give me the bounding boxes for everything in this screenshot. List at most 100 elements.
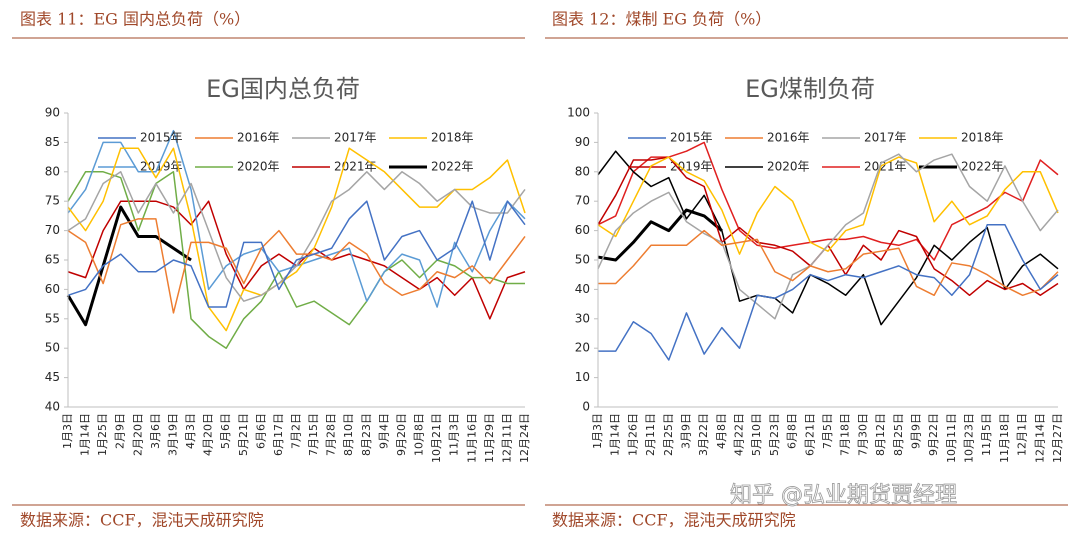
legend-label: 2017年 bbox=[864, 131, 907, 145]
x-tick-label: 11月18日 bbox=[998, 413, 1011, 463]
y-tick-label: 60 bbox=[575, 223, 590, 237]
x-tick-label: 2月9日 bbox=[114, 413, 127, 449]
y-tick-label: 40 bbox=[575, 282, 590, 296]
chart-title: EG国内总负荷 bbox=[206, 75, 360, 103]
y-tick-label: 90 bbox=[45, 106, 60, 120]
x-tick-label: 11月3日 bbox=[448, 413, 461, 456]
x-tick-label: 3月22日 bbox=[697, 413, 710, 456]
y-tick-label: 100 bbox=[567, 106, 590, 120]
x-tick-label: 11月5日 bbox=[980, 413, 993, 456]
series-line bbox=[598, 223, 1059, 361]
x-tick-label: 7月5日 bbox=[821, 413, 834, 449]
x-tick-label: 9月4日 bbox=[377, 413, 390, 449]
chart-title: EG煤制负荷 bbox=[745, 75, 875, 103]
series-line bbox=[598, 229, 1059, 297]
x-tick-label: 2月20日 bbox=[131, 413, 144, 456]
series-line bbox=[67, 218, 526, 314]
x-tick-label: 9月22日 bbox=[927, 413, 940, 456]
legend-label: 2020年 bbox=[767, 160, 810, 174]
x-tick-label: 12月24日 bbox=[518, 413, 531, 463]
x-tick-label: 1月3日 bbox=[591, 413, 604, 449]
y-tick-label: 60 bbox=[45, 282, 60, 296]
x-tick-label: 7月30日 bbox=[856, 413, 869, 456]
x-tick-label: 7月2日 bbox=[290, 413, 303, 449]
legend-label: 2018年 bbox=[431, 131, 474, 145]
x-tick-label: 7月15日 bbox=[307, 413, 320, 456]
y-tick-label: 70 bbox=[45, 223, 60, 237]
y-tick-label: 10 bbox=[575, 370, 590, 384]
source: 数据来源：CCF，混沌天成研究院 bbox=[552, 511, 796, 530]
x-tick-label: 12月14日 bbox=[1033, 413, 1046, 463]
y-tick-label: 50 bbox=[575, 253, 590, 267]
y-tick-label: 75 bbox=[45, 194, 60, 208]
x-tick-label: 10月11日 bbox=[945, 413, 958, 463]
series-line bbox=[597, 150, 1059, 326]
x-tick-label: 1月14日 bbox=[79, 413, 92, 456]
x-tick-label: 7月18日 bbox=[839, 413, 852, 456]
x-tick-label: 5月21日 bbox=[237, 413, 250, 456]
series-line bbox=[67, 171, 526, 302]
x-tick-label: 2月25日 bbox=[662, 413, 675, 456]
x-tick-label: 8月23日 bbox=[360, 413, 373, 456]
x-tick-label: 7月28日 bbox=[325, 413, 338, 456]
x-tick-label: 1月26日 bbox=[626, 413, 639, 456]
caption: 图表 12：煤制 EG 负荷（%） bbox=[552, 10, 771, 29]
x-tick-label: 8月12日 bbox=[874, 413, 887, 456]
legend-label: 2021年 bbox=[864, 160, 907, 174]
legend-label: 2018年 bbox=[961, 131, 1004, 145]
legend-label: 2020年 bbox=[237, 160, 280, 174]
y-tick-label: 0 bbox=[582, 400, 590, 414]
x-tick-label: 10月23日 bbox=[963, 413, 976, 463]
x-tick-label: 1月14日 bbox=[609, 413, 622, 456]
legend-label: 2022年 bbox=[431, 160, 474, 174]
x-tick-label: 8月25日 bbox=[892, 413, 905, 456]
legend-label: 2017年 bbox=[334, 131, 377, 145]
x-tick-label: 5月6日 bbox=[219, 413, 232, 449]
series-line bbox=[597, 208, 723, 262]
x-tick-label: 10月21日 bbox=[430, 413, 443, 463]
watermark: 知乎 @弘业期货贾经理 bbox=[730, 483, 957, 508]
y-tick-label: 30 bbox=[575, 311, 590, 325]
x-tick-label: 5月23日 bbox=[768, 413, 781, 456]
legend-label: 2015年 bbox=[140, 131, 183, 145]
x-tick-label: 12月1日 bbox=[1016, 413, 1029, 456]
x-tick-label: 6月6日 bbox=[254, 413, 267, 449]
source: 数据来源：CCF，混沌天成研究院 bbox=[20, 511, 264, 530]
legend-label: 2016年 bbox=[767, 131, 810, 145]
legend-label: 2015年 bbox=[670, 131, 713, 145]
legend-label: 2016年 bbox=[237, 131, 280, 145]
x-tick-label: 4月3日 bbox=[184, 413, 197, 449]
y-tick-label: 40 bbox=[45, 400, 60, 414]
y-tick-label: 50 bbox=[45, 341, 60, 355]
y-tick-label: 20 bbox=[575, 341, 590, 355]
series-line bbox=[67, 147, 526, 332]
x-tick-label: 8月10日 bbox=[342, 413, 355, 456]
x-tick-label: 9月9日 bbox=[909, 413, 922, 449]
x-tick-label: 5月10日 bbox=[750, 413, 763, 456]
x-tick-label: 6月8日 bbox=[786, 413, 799, 449]
x-tick-label: 4月8日 bbox=[715, 413, 728, 449]
x-tick-label: 11月29日 bbox=[483, 413, 496, 463]
x-tick-label: 10月8日 bbox=[413, 413, 426, 456]
y-tick-label: 65 bbox=[45, 253, 60, 267]
x-tick-label: 11月16日 bbox=[465, 413, 478, 463]
x-tick-label: 4月22日 bbox=[733, 413, 746, 456]
y-tick-label: 80 bbox=[575, 164, 590, 178]
y-tick-label: 55 bbox=[45, 311, 60, 325]
y-tick-label: 90 bbox=[575, 135, 590, 149]
series-line bbox=[597, 141, 1059, 261]
y-tick-label: 80 bbox=[45, 164, 60, 178]
x-tick-label: 4月20日 bbox=[202, 413, 215, 456]
series-line bbox=[597, 153, 1059, 320]
x-tick-label: 9月20日 bbox=[395, 413, 408, 456]
x-tick-label: 3月6日 bbox=[149, 413, 162, 449]
series-line bbox=[67, 200, 526, 308]
legend-label: 2022年 bbox=[961, 160, 1004, 174]
y-tick-label: 85 bbox=[45, 135, 60, 149]
x-tick-label: 12月11日 bbox=[500, 413, 513, 463]
x-tick-label: 2月11日 bbox=[644, 413, 657, 456]
x-tick-label: 6月21日 bbox=[803, 413, 816, 456]
y-tick-label: 45 bbox=[45, 370, 60, 384]
x-tick-label: 1月25日 bbox=[96, 413, 109, 456]
